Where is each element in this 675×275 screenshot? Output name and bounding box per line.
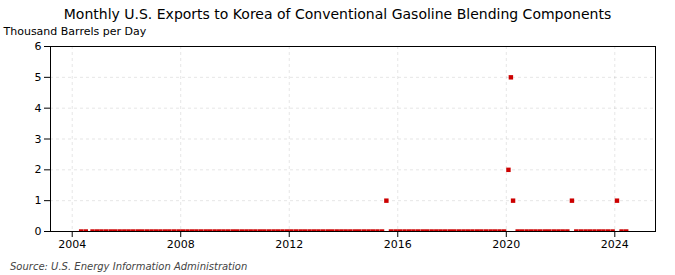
svg-text:2004: 2004 — [58, 238, 86, 251]
svg-text:2024: 2024 — [601, 238, 629, 251]
svg-text:2: 2 — [35, 163, 42, 176]
svg-text:0: 0 — [35, 225, 42, 238]
svg-text:4: 4 — [35, 102, 42, 115]
svg-text:2016: 2016 — [384, 238, 412, 251]
svg-text:2008: 2008 — [167, 238, 195, 251]
html-text:Source: U.S. Energy Informatio: Source: U.S. Energy Information Administ… — [10, 261, 248, 272]
svg-text:2012: 2012 — [275, 238, 303, 251]
svg-text:2020: 2020 — [492, 238, 520, 251]
svg-text:5: 5 — [35, 71, 42, 84]
svg-text:6: 6 — [35, 40, 42, 53]
html-text:Monthly U.S. Exports to Korea: Monthly U.S. Exports to Korea of Convent… — [63, 6, 612, 22]
svg-text:1: 1 — [35, 194, 42, 207]
svg-text:3: 3 — [35, 133, 42, 146]
svg-text:Thousand Barrels per Day: Thousand Barrels per Day — [3, 25, 147, 38]
